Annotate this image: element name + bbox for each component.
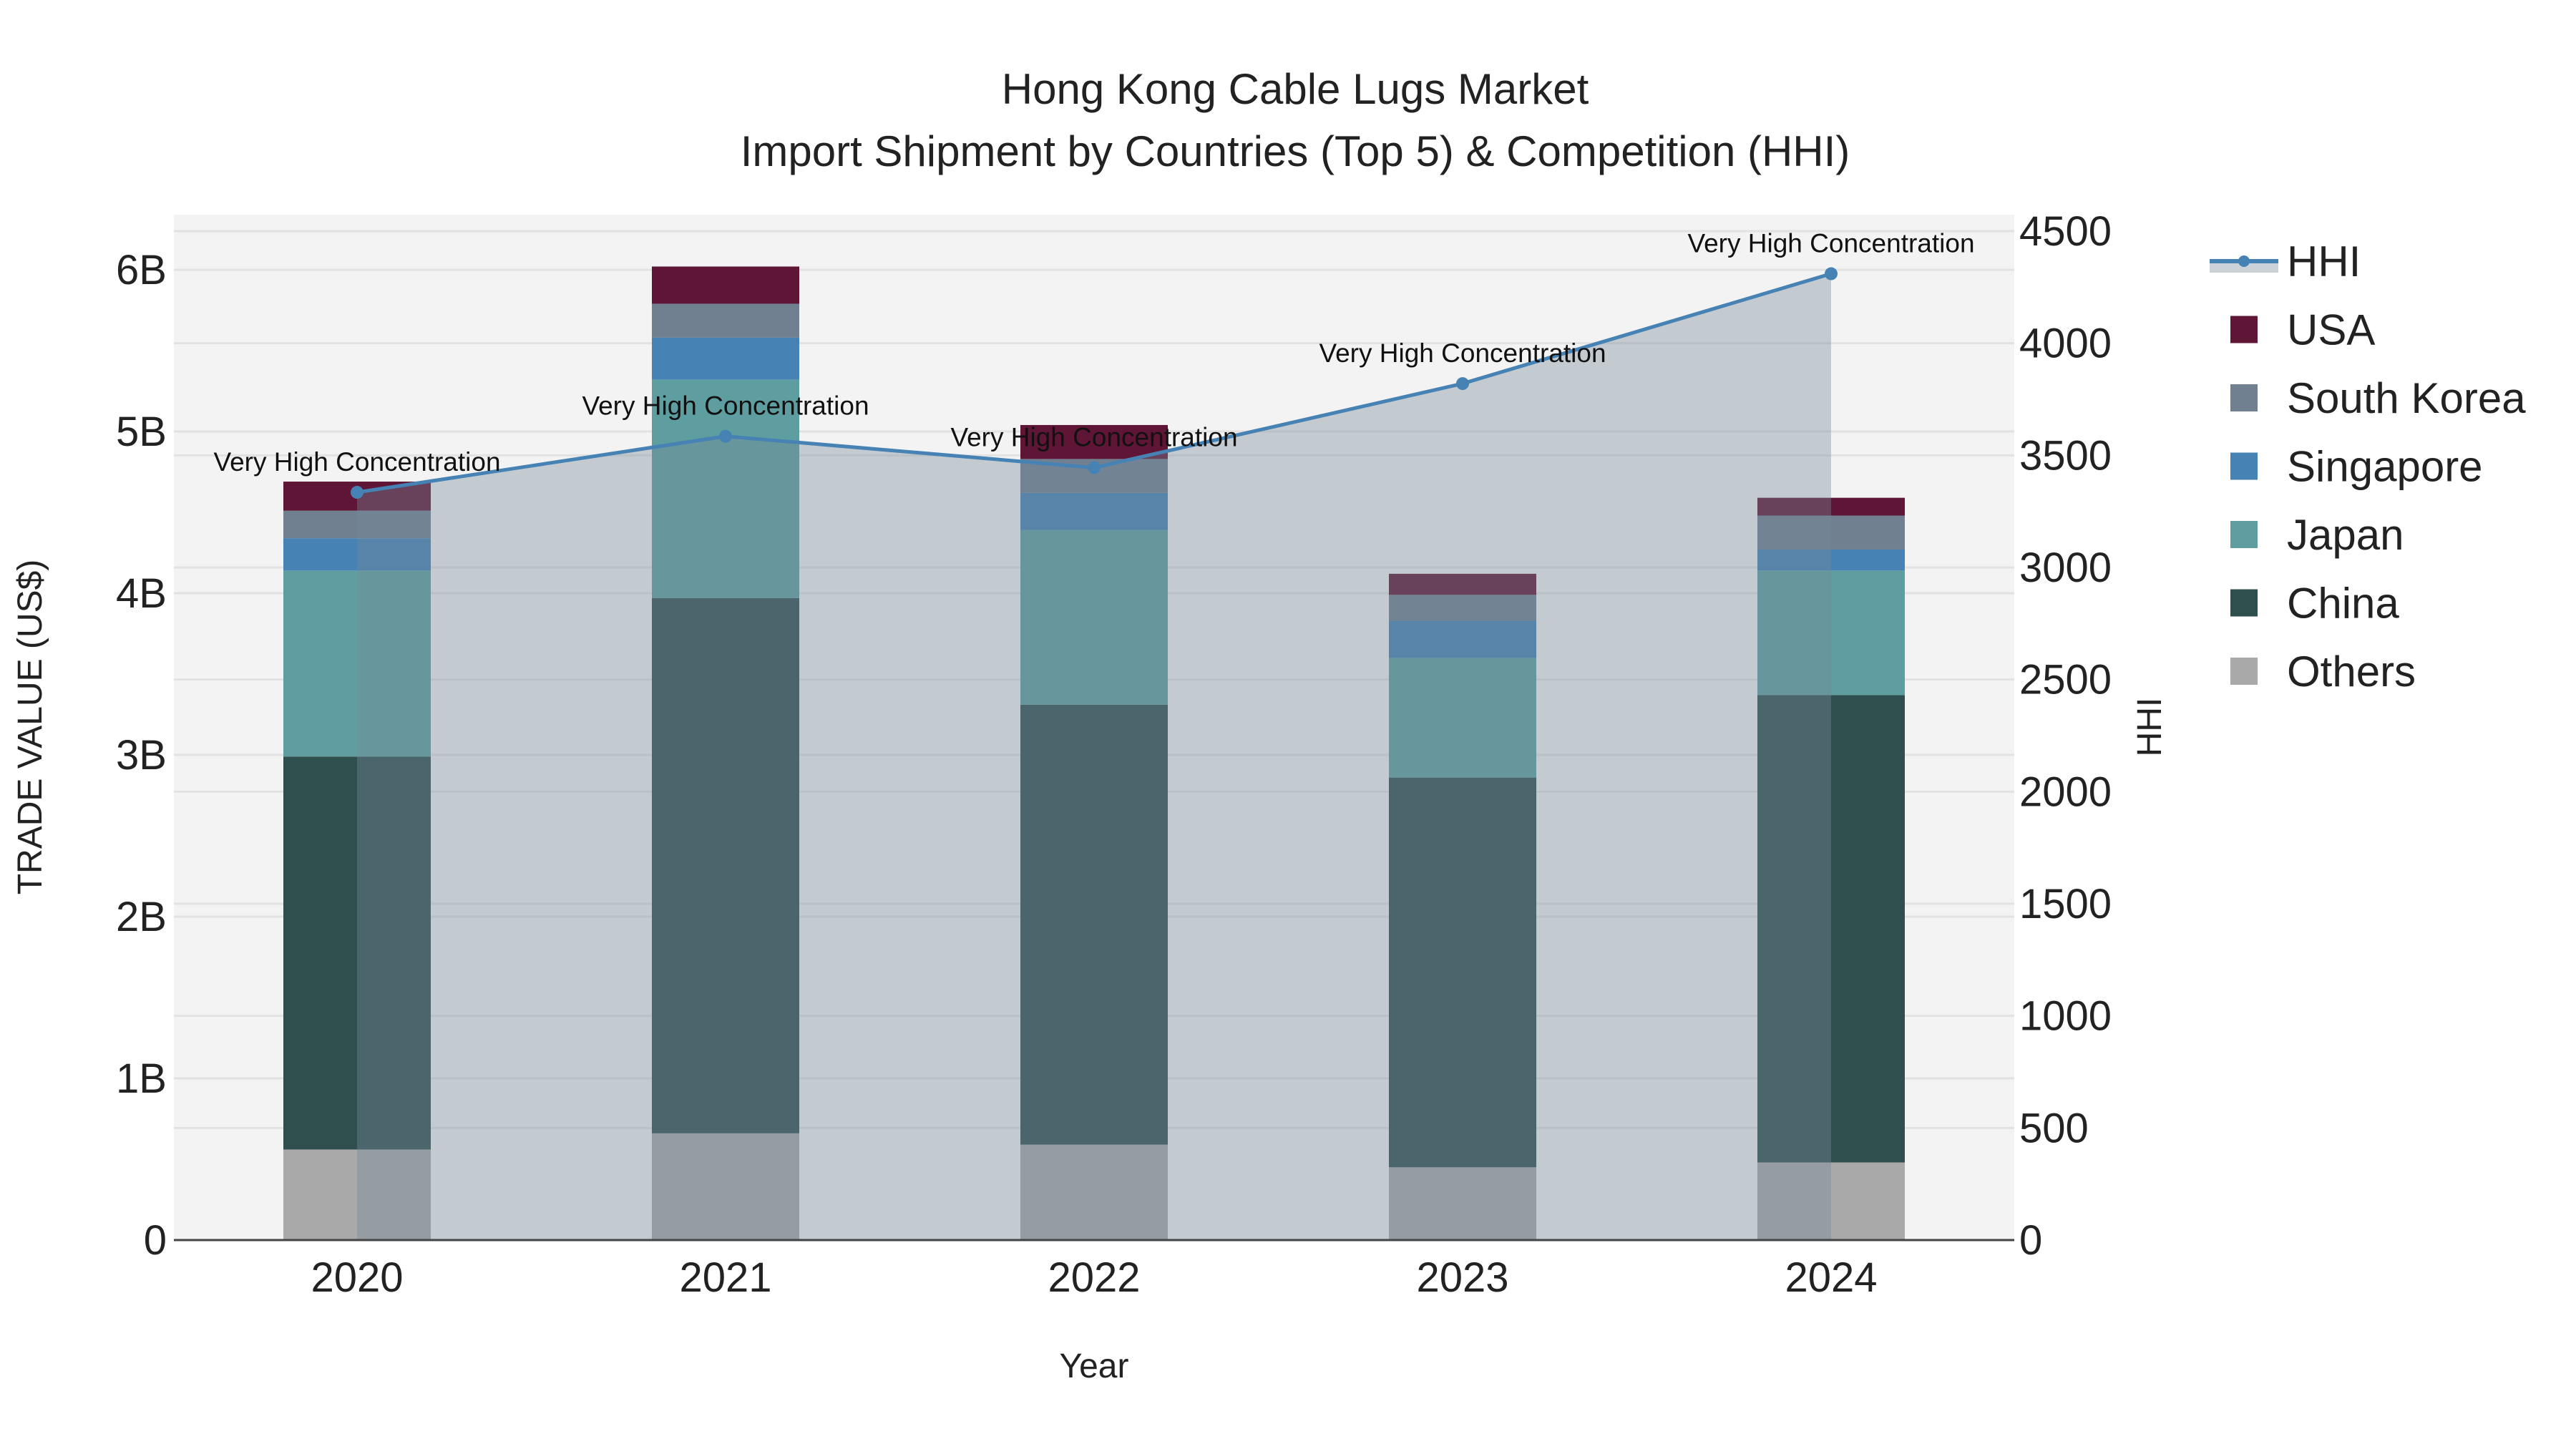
hhi-annotation: Very High Concentration bbox=[1319, 338, 1606, 368]
bar-south-korea bbox=[1389, 595, 1536, 621]
legend-item-others: Others bbox=[2230, 648, 2416, 696]
hhi-area bbox=[357, 273, 1831, 1240]
hhi-point bbox=[1456, 377, 1469, 391]
x-tick-label: 2024 bbox=[1785, 1254, 1877, 1301]
legend-label: China bbox=[2287, 580, 2399, 628]
y2-tick-label: 4000 bbox=[2019, 321, 2112, 367]
y2-tick-label: 1500 bbox=[2019, 881, 2112, 927]
bars bbox=[283, 266, 1905, 1240]
y2-tick-label: 3000 bbox=[2019, 545, 2112, 591]
y-tick-label: 6B bbox=[116, 247, 167, 293]
legend-item-singapore: Singapore bbox=[2230, 443, 2483, 491]
legend-swatch-icon bbox=[2230, 316, 2258, 343]
bar-china bbox=[283, 756, 431, 1150]
y2-tick-label: 2000 bbox=[2019, 769, 2112, 815]
bar-china bbox=[1389, 777, 1536, 1168]
bar-china bbox=[652, 597, 799, 1133]
y2-axis-title: HHI bbox=[2131, 698, 2169, 757]
hhi-series: Very High Concentration Very High Concent… bbox=[213, 229, 1975, 1240]
hhi-point bbox=[351, 486, 364, 499]
y-tick-label: 4B bbox=[116, 570, 167, 617]
bar-usa bbox=[1020, 424, 1168, 459]
hhi-annotation: Very High Concentration bbox=[582, 391, 869, 421]
legend-hhi-marker-icon bbox=[2238, 255, 2250, 267]
bar-usa bbox=[1757, 497, 1905, 516]
legend-swatch-icon bbox=[2230, 384, 2258, 411]
legend-label: HHI bbox=[2287, 238, 2361, 286]
legend-swatch-icon bbox=[2230, 658, 2258, 685]
bar-singapore bbox=[1020, 492, 1168, 530]
y-axis-title: TRADE VALUE (US$) bbox=[11, 560, 49, 895]
y2-axis-ticks: 0 500 1000 1500 2000 2500 3000 3500 4000 4500 bbox=[2019, 208, 2112, 1264]
legend-item-china: China bbox=[2230, 580, 2399, 628]
chart-title: Hong Kong Cable Lugs Market bbox=[1002, 65, 1589, 113]
x-tick-label: 2022 bbox=[1048, 1254, 1140, 1301]
y-tick-label: 0 bbox=[144, 1217, 167, 1264]
hhi-annotation: Very High Concentration bbox=[1687, 229, 1974, 258]
bar-japan bbox=[652, 379, 799, 598]
legend: HHI USA South Korea Singapore Japan China Othe… bbox=[2210, 238, 2526, 696]
chart-subtitle: Import Shipment by Countries (Top 5) & C… bbox=[741, 127, 1850, 175]
legend-label: Others bbox=[2287, 648, 2416, 696]
bar-singapore bbox=[652, 337, 799, 380]
y2-tick-label: 4500 bbox=[2019, 208, 2112, 255]
legend-label: USA bbox=[2287, 306, 2375, 354]
legend-item-south-korea: South Korea bbox=[2230, 374, 2526, 422]
bar-singapore bbox=[1757, 549, 1905, 571]
y2-tick-label: 1000 bbox=[2019, 993, 2112, 1040]
y-tick-label: 5B bbox=[116, 409, 167, 455]
bar-japan bbox=[1757, 570, 1905, 696]
y2-tick-label: 2500 bbox=[2019, 657, 2112, 703]
hhi-annotation: Very High Concentration bbox=[950, 423, 1237, 452]
x-tick-label: 2023 bbox=[1416, 1254, 1508, 1301]
bar-others bbox=[1389, 1167, 1536, 1240]
y-tick-label: 2B bbox=[116, 894, 167, 940]
y-tick-label: 1B bbox=[116, 1055, 167, 1102]
legend-swatch-icon bbox=[2230, 452, 2258, 480]
x-tick-label: 2021 bbox=[679, 1254, 771, 1301]
bar-china bbox=[1020, 704, 1168, 1145]
legend-item-japan: Japan bbox=[2230, 511, 2404, 559]
bar-china bbox=[1757, 695, 1905, 1163]
legend-swatch-icon bbox=[2230, 521, 2258, 548]
legend-item-hhi: HHI bbox=[2210, 238, 2361, 286]
legend-label: Singapore bbox=[2287, 443, 2483, 491]
y-axis-ticks: 0 1B 2B 3B 4B 5B 6B bbox=[116, 247, 167, 1264]
x-axis-title: Year bbox=[1060, 1347, 1129, 1385]
legend-swatch-icon bbox=[2230, 589, 2258, 617]
bar-usa bbox=[652, 266, 799, 304]
y-tick-label: 3B bbox=[116, 732, 167, 779]
bar-usa bbox=[1389, 573, 1536, 595]
bar-others bbox=[652, 1133, 799, 1240]
bar-others bbox=[1757, 1162, 1905, 1240]
bar-japan bbox=[1020, 530, 1168, 705]
bar-south-korea bbox=[652, 303, 799, 338]
hhi-point bbox=[719, 429, 732, 443]
hhi-point bbox=[1825, 267, 1838, 280]
y2-tick-label: 3500 bbox=[2019, 432, 2112, 479]
bar-south-korea bbox=[283, 510, 431, 539]
bar-japan bbox=[1389, 658, 1536, 778]
bar-japan bbox=[283, 570, 431, 757]
bar-singapore bbox=[283, 538, 431, 571]
hhi-point bbox=[1088, 461, 1101, 474]
bar-south-korea bbox=[1757, 515, 1905, 550]
x-tick-label: 2020 bbox=[311, 1254, 403, 1301]
y2-tick-label: 500 bbox=[2019, 1105, 2089, 1151]
legend-label: Japan bbox=[2287, 511, 2404, 559]
y2-tick-label: 0 bbox=[2019, 1217, 2042, 1264]
legend-label: South Korea bbox=[2287, 374, 2526, 422]
bar-singapore bbox=[1389, 620, 1536, 658]
bar-others bbox=[283, 1149, 431, 1240]
hhi-annotation: Very High Concentration bbox=[213, 447, 500, 477]
x-axis-ticks: 2020 2021 2022 2023 2024 bbox=[311, 1254, 1877, 1301]
bar-others bbox=[1020, 1144, 1168, 1240]
legend-item-usa: USA bbox=[2230, 306, 2375, 354]
